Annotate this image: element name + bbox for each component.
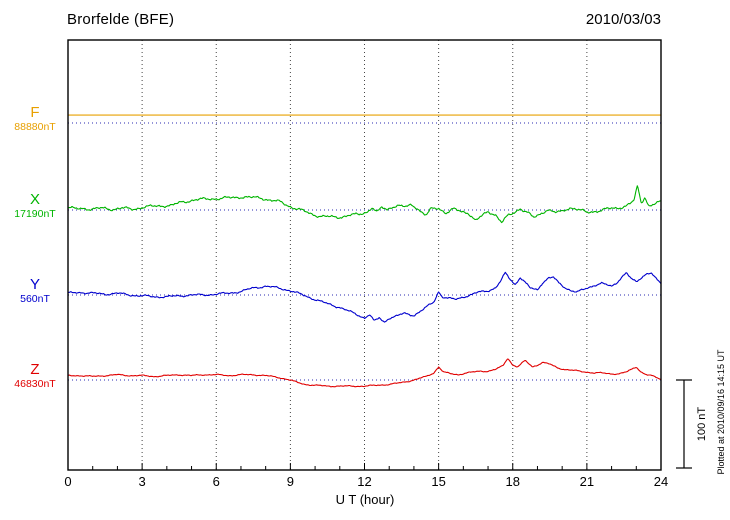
x-tick-label-9: 9 xyxy=(286,474,294,489)
plot-frame xyxy=(67,39,662,471)
x-tick-label-24: 24 xyxy=(653,474,669,489)
trace-baseline-Z: 46830nT xyxy=(14,378,56,390)
x-tick-label-15: 15 xyxy=(431,474,446,489)
trace-symbol-F: F xyxy=(30,104,40,121)
x-tick-label-3: 3 xyxy=(138,474,146,489)
x-tick-label-18: 18 xyxy=(505,474,520,489)
x-axis-label: U T (hour) xyxy=(335,492,395,507)
trace-Z xyxy=(67,358,662,388)
trace-X xyxy=(67,185,662,224)
trace-baseline-X: 17190nT xyxy=(14,208,56,220)
plot-date: 2010/03/03 xyxy=(585,11,661,28)
x-tick-label-6: 6 xyxy=(212,474,220,489)
trace-symbol-Y: Y xyxy=(29,276,40,293)
trace-label-Y: Y 560nT xyxy=(6,277,64,306)
station-title: Brorfelde (BFE) xyxy=(67,11,175,28)
x-tick-label-21: 21 xyxy=(579,474,595,489)
scale-bar-label: 100 nT xyxy=(696,406,708,442)
trace-label-F: F 88880nT xyxy=(6,105,64,134)
trace-symbol-X: X xyxy=(29,191,40,208)
trace-symbol-Z: Z xyxy=(30,361,40,378)
trace-label-Z: Z 46830nT xyxy=(6,362,64,391)
trace-baseline-Y: 560nT xyxy=(20,293,50,305)
trace-baseline-F: 88880nT xyxy=(14,121,56,133)
trace-label-X: X 17190nT xyxy=(6,192,64,221)
trace-Y xyxy=(67,271,662,323)
x-tick-label-0: 0 xyxy=(64,474,72,489)
plotted-at-note: Plotted at 2010/09/16 14:15 UT xyxy=(716,349,726,475)
x-tick-label-12: 12 xyxy=(357,474,372,489)
